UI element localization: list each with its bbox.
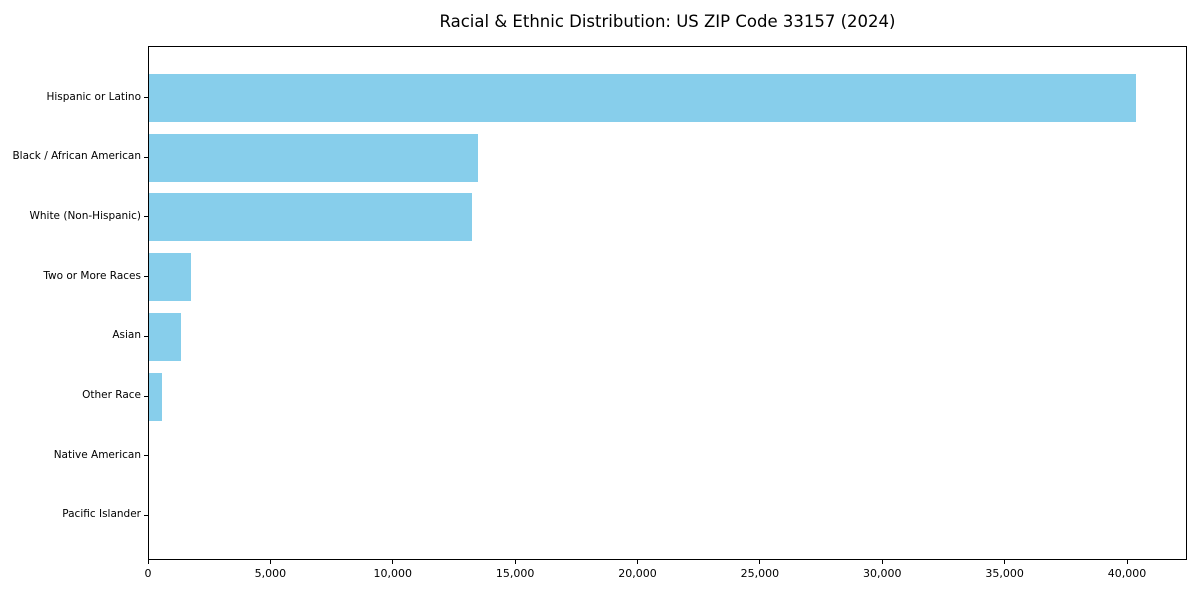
y-tick-mark <box>144 276 148 278</box>
y-tick-label: Other Race <box>82 389 141 402</box>
plot-area <box>148 46 1187 560</box>
x-tick-label: 10,000 <box>373 567 413 580</box>
y-tick-mark <box>144 97 148 98</box>
chart-title: Racial & Ethnic Distribution: US ZIP Cod… <box>439 12 896 31</box>
y-tick-mark <box>144 156 148 158</box>
x-tick-label: 0 <box>144 567 152 580</box>
bar <box>149 372 163 421</box>
y-tick-label: Asian <box>112 329 141 342</box>
x-tick-mark <box>637 560 639 564</box>
x-tick-mark <box>759 560 761 564</box>
bar <box>149 312 182 361</box>
x-tick-label: 35,000 <box>985 567 1024 580</box>
x-tick-label: 20,000 <box>618 567 657 580</box>
x-tick-mark <box>392 560 394 564</box>
x-tick-mark <box>1126 560 1128 564</box>
x-tick-mark <box>514 560 516 564</box>
bar <box>149 193 472 242</box>
x-tick-mark <box>881 560 883 564</box>
y-tick-mark <box>144 514 148 516</box>
x-tick-label: 5,000 <box>254 567 287 580</box>
y-tick-label: Black / African American <box>12 150 141 163</box>
bar <box>149 133 478 182</box>
x-tick-mark <box>269 560 271 564</box>
bar <box>149 253 192 302</box>
y-tick-label: White (Non-Hispanic) <box>29 209 141 222</box>
y-tick-label: Native American <box>53 448 141 461</box>
bar <box>149 74 1137 122</box>
y-tick-mark <box>144 395 148 397</box>
x-tick-label: 15,000 <box>495 567 535 580</box>
x-tick-label: 30,000 <box>863 567 902 580</box>
y-tick-mark <box>144 455 148 457</box>
y-tick-mark <box>144 216 148 218</box>
x-tick-mark <box>1004 560 1006 564</box>
x-tick-label: 40,000 <box>1107 567 1147 580</box>
y-tick-label: Two or More Races <box>43 269 141 282</box>
x-tick-mark <box>147 560 149 564</box>
y-tick-label: Pacific Islander <box>62 508 141 521</box>
y-tick-label: Hispanic or Latino <box>46 90 141 103</box>
y-tick-mark <box>144 335 148 337</box>
x-tick-label: 25,000 <box>740 567 780 580</box>
